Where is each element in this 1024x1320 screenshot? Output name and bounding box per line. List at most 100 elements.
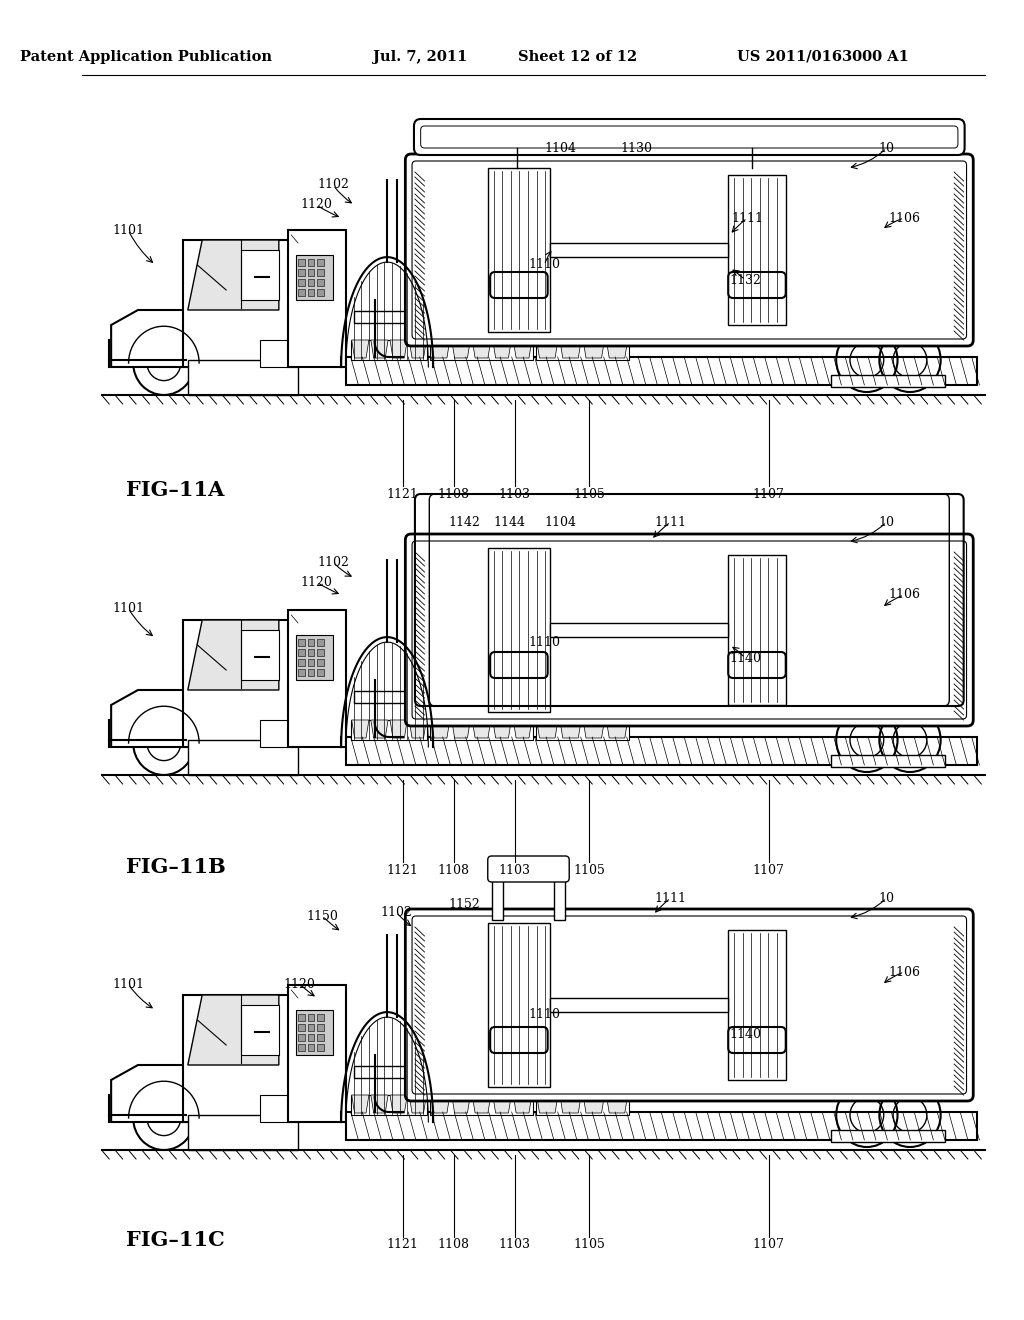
Polygon shape [583, 719, 604, 738]
Bar [187, 1115, 298, 1150]
Text: 1102: 1102 [317, 178, 349, 191]
FancyBboxPatch shape [412, 916, 967, 1094]
Text: 1111: 1111 [731, 211, 763, 224]
Bar [307, 1024, 314, 1031]
Text: 1130: 1130 [621, 141, 652, 154]
Text: Sheet 12 of 12: Sheet 12 of 12 [518, 50, 637, 63]
FancyBboxPatch shape [421, 125, 957, 148]
Bar [307, 269, 314, 276]
Text: 1107: 1107 [753, 863, 784, 876]
Bar [831, 375, 945, 387]
Polygon shape [371, 341, 388, 358]
Polygon shape [390, 1096, 408, 1113]
Bar [241, 1005, 279, 1055]
Text: 1108: 1108 [438, 863, 470, 876]
Bar [298, 1024, 305, 1031]
Polygon shape [410, 341, 426, 358]
Polygon shape [112, 1065, 187, 1122]
Bar [307, 289, 314, 296]
Bar [317, 259, 324, 267]
Bar [307, 639, 314, 645]
Bar [241, 249, 279, 300]
Bar [350, 341, 427, 360]
Bar [487, 168, 550, 333]
Text: 1121: 1121 [387, 1238, 419, 1251]
Bar [317, 1034, 324, 1041]
Bar [307, 649, 314, 656]
Text: 1108: 1108 [438, 1238, 470, 1251]
FancyBboxPatch shape [412, 541, 967, 719]
Bar [317, 1044, 324, 1051]
Bar [536, 341, 629, 360]
Bar [307, 659, 314, 667]
Text: 1110: 1110 [528, 1008, 560, 1022]
Bar [296, 1010, 333, 1055]
Bar [317, 669, 324, 676]
Text: 10: 10 [879, 891, 895, 904]
Polygon shape [410, 1096, 426, 1113]
Bar [728, 931, 785, 1080]
Polygon shape [606, 719, 628, 738]
Bar [317, 1024, 324, 1031]
Bar [307, 1044, 314, 1051]
Bar [430, 1096, 532, 1115]
Bar [350, 719, 427, 741]
Text: 1108: 1108 [438, 487, 470, 500]
FancyBboxPatch shape [406, 154, 973, 346]
Bar [289, 230, 346, 367]
Bar [317, 1014, 324, 1020]
Polygon shape [390, 341, 408, 358]
Bar [298, 1034, 305, 1041]
Bar [260, 719, 298, 747]
Text: 1121: 1121 [387, 863, 419, 876]
Bar [346, 737, 977, 766]
Text: FIG–11B: FIG–11B [126, 857, 226, 876]
Bar [307, 669, 314, 676]
Polygon shape [452, 341, 470, 358]
Bar [298, 289, 305, 296]
Text: 1105: 1105 [573, 1238, 605, 1251]
Polygon shape [452, 719, 470, 738]
Polygon shape [431, 341, 450, 358]
FancyBboxPatch shape [490, 1027, 548, 1053]
Text: 1106: 1106 [888, 589, 921, 602]
Bar [289, 610, 346, 747]
FancyBboxPatch shape [412, 161, 967, 339]
FancyBboxPatch shape [728, 652, 785, 678]
Polygon shape [431, 719, 450, 738]
Polygon shape [472, 1096, 490, 1113]
Bar [831, 755, 945, 767]
Polygon shape [371, 1096, 388, 1113]
Text: 1107: 1107 [753, 487, 784, 500]
Bar [550, 998, 728, 1012]
Polygon shape [493, 719, 511, 738]
Text: FIG–11A: FIG–11A [126, 480, 224, 500]
Text: 1111: 1111 [654, 516, 687, 528]
Bar [353, 312, 937, 323]
Text: 1120: 1120 [284, 978, 315, 990]
Text: 1140: 1140 [729, 652, 761, 664]
Text: 1103: 1103 [499, 1238, 530, 1251]
Text: 1101: 1101 [112, 223, 144, 236]
FancyBboxPatch shape [406, 909, 973, 1101]
FancyBboxPatch shape [728, 272, 785, 298]
Bar [298, 1044, 305, 1051]
Bar [307, 1034, 314, 1041]
Polygon shape [560, 1096, 582, 1113]
Polygon shape [583, 1096, 604, 1113]
Bar [183, 995, 298, 1122]
Bar [183, 620, 298, 747]
Bar [353, 690, 937, 704]
Text: 1110: 1110 [528, 635, 560, 648]
FancyBboxPatch shape [728, 1027, 785, 1053]
Text: Patent Application Publication: Patent Application Publication [19, 50, 271, 63]
Bar [317, 659, 324, 667]
Polygon shape [187, 240, 279, 310]
Text: 1102: 1102 [380, 906, 412, 919]
Text: 1103: 1103 [499, 487, 530, 500]
Bar [550, 623, 728, 638]
Bar [317, 269, 324, 276]
Text: 1104: 1104 [545, 141, 577, 154]
Polygon shape [537, 719, 558, 738]
Bar [298, 639, 305, 645]
